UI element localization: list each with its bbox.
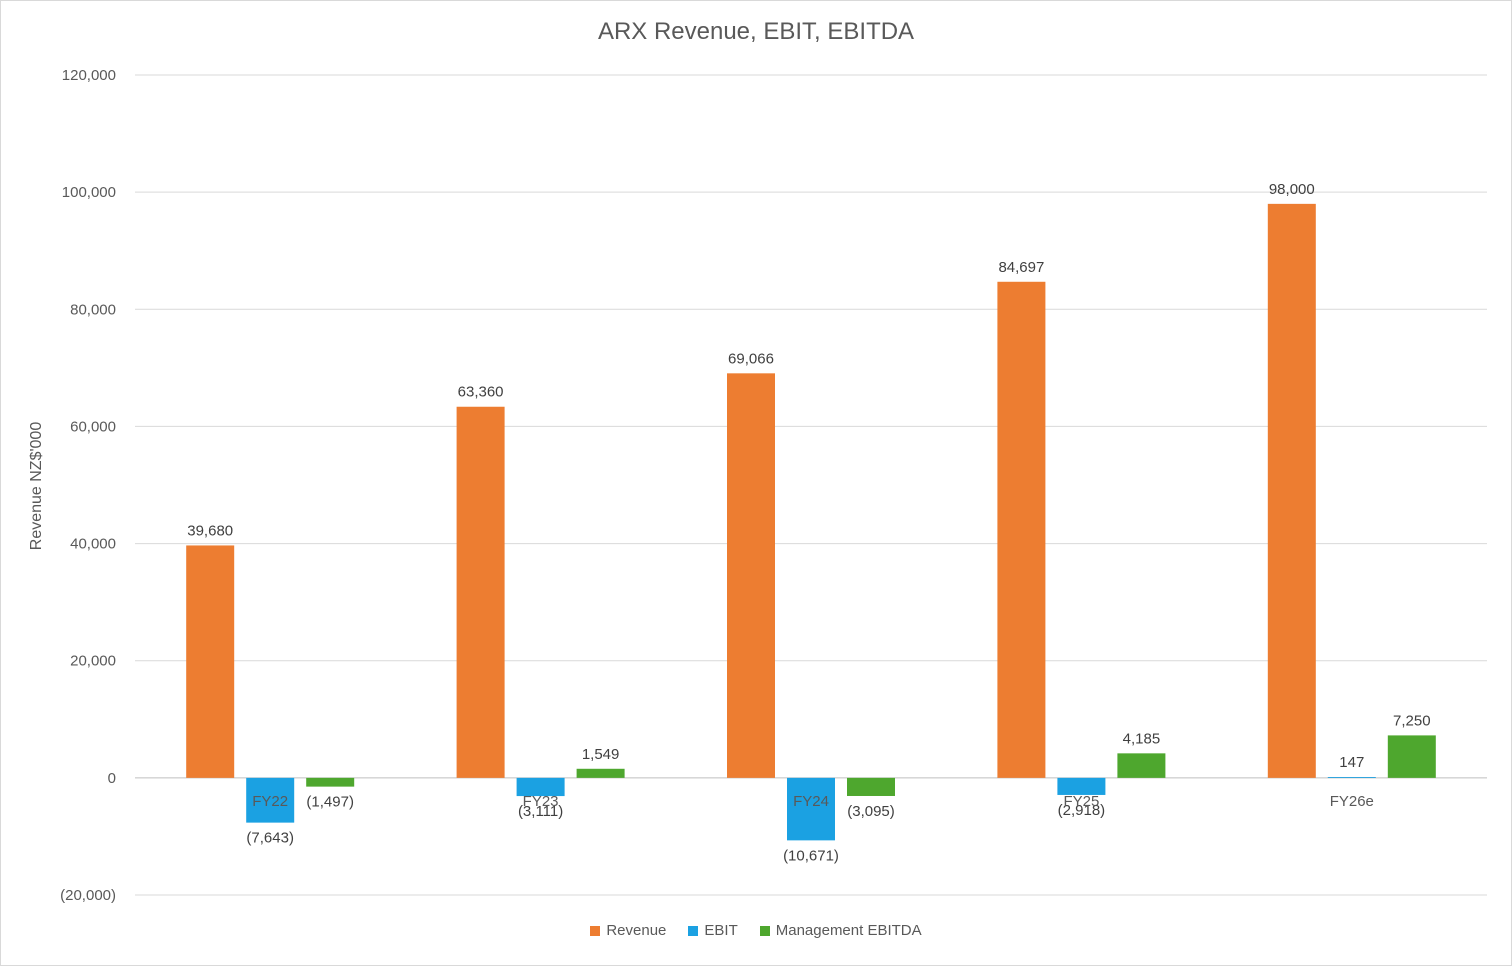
data-label: 1,549 xyxy=(582,746,620,763)
data-label: 84,697 xyxy=(998,259,1044,276)
data-label: 39,680 xyxy=(187,522,233,539)
category-label: FY24 xyxy=(793,793,829,810)
data-label: (3,095) xyxy=(847,803,895,820)
bar-revenue xyxy=(1267,203,1316,778)
y-tick-label: 60,000 xyxy=(70,418,116,435)
legend-label: Revenue xyxy=(606,922,667,939)
data-label: (3,111) xyxy=(518,803,563,820)
data-label: 98,000 xyxy=(1269,181,1315,198)
bar-revenue xyxy=(186,545,235,778)
category-labels: FY22 FY23 FY24 FY25 FY26e xyxy=(252,793,1374,810)
bar-ebit xyxy=(1057,777,1106,795)
data-label: (10,671) xyxy=(783,847,839,864)
category-label: FY23 xyxy=(523,793,559,810)
y-tick-label: (20,000) xyxy=(60,887,116,904)
y-tick-label: 20,000 xyxy=(70,653,116,670)
gridlines xyxy=(135,74,1487,896)
legend-swatch xyxy=(688,925,699,936)
legend-swatch xyxy=(590,925,601,936)
data-label: 7,250 xyxy=(1393,712,1431,729)
data-labels: 39,680 (7,643) (1,497) 63,360 (3,111) 1,549 69… xyxy=(187,181,1430,865)
bar-revenue xyxy=(727,373,775,778)
legend-item: Revenue xyxy=(590,922,666,939)
y-tick-label: 120,000 xyxy=(62,67,116,84)
y-tick-label: 40,000 xyxy=(70,536,116,553)
bar-revenue xyxy=(997,281,1046,778)
legend-item: Management EBITDA xyxy=(759,922,922,939)
chart-title: ARX Revenue, EBIT, EBITDA xyxy=(597,18,915,45)
bar-ebit xyxy=(516,777,565,797)
legend-label: Management EBITDA xyxy=(775,922,922,939)
data-label: 69,066 xyxy=(728,350,774,367)
data-label: 63,360 xyxy=(458,384,504,401)
y-tick-label: 100,000 xyxy=(62,184,116,201)
legend-label: EBIT xyxy=(704,922,738,939)
bars xyxy=(186,203,1436,841)
bar-management-ebitda xyxy=(576,768,625,778)
data-label: 147 xyxy=(1339,754,1364,771)
bar-management-ebitda xyxy=(1387,735,1436,778)
bar-ebit xyxy=(787,777,835,841)
y-tick-label: 80,000 xyxy=(70,301,116,318)
category-label: FY26e xyxy=(1330,793,1374,810)
data-label: (7,643) xyxy=(246,830,294,847)
bar-revenue xyxy=(456,406,505,778)
data-label: (1,497) xyxy=(306,794,354,811)
bar-management-ebitda xyxy=(306,777,355,787)
y-tick-label: 0 xyxy=(108,770,116,787)
bar-ebit xyxy=(1327,776,1376,778)
legend-item: EBIT xyxy=(688,922,738,939)
legend-swatch xyxy=(759,925,770,936)
bar-management-ebitda xyxy=(847,777,895,796)
data-label: 4,185 xyxy=(1123,730,1161,747)
data-label: (2,918) xyxy=(1058,802,1106,819)
category-label: FY22 xyxy=(252,793,288,810)
category-label: FY25 xyxy=(1063,793,1099,810)
bar-management-ebitda xyxy=(1117,753,1166,778)
bar-ebit xyxy=(246,777,295,823)
legend: Revenue EBIT Management EBITDA xyxy=(0,922,1512,939)
y-axis-ticks: (20,000) 0 20,000 40,000 60,000 80,000 100,000… xyxy=(60,67,116,904)
